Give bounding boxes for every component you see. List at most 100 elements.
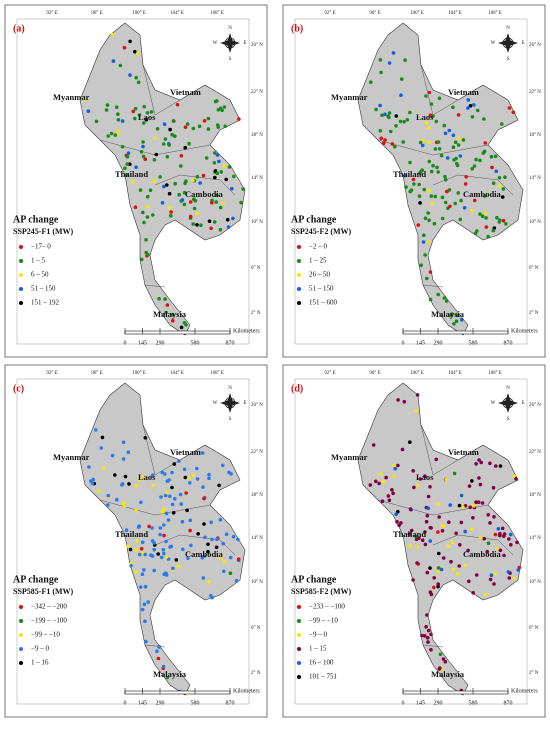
plant-point <box>394 114 399 118</box>
country-label: Cambodia <box>463 189 502 199</box>
plant-point <box>224 532 229 536</box>
plant-point <box>470 167 474 171</box>
legend-label: 1 – 16 <box>31 659 49 667</box>
panel-label: (b) <box>291 23 303 34</box>
longitude-label: 92° E <box>324 11 335 16</box>
plant-point <box>475 108 480 113</box>
plant-point <box>191 178 195 183</box>
compass-label: N <box>228 26 232 31</box>
plant-point <box>156 656 161 661</box>
plant-point <box>501 187 506 191</box>
plant-point <box>176 564 180 568</box>
plant-point <box>469 527 474 531</box>
border <box>432 534 514 556</box>
plant-point <box>222 105 227 109</box>
plant-point <box>396 463 400 468</box>
plant-point <box>226 225 231 229</box>
border <box>420 424 459 476</box>
plant-point <box>167 143 171 147</box>
compass-label: S <box>507 57 510 62</box>
plant-point <box>201 485 205 489</box>
plant-point <box>143 552 147 557</box>
plant-point <box>444 299 449 303</box>
plant-point <box>378 103 382 108</box>
legend-swatch <box>297 273 301 277</box>
latitude-label: 2° N <box>251 311 261 316</box>
plant-point <box>459 493 464 498</box>
plant-point <box>445 156 450 160</box>
longitude-label: 108° E <box>210 11 224 16</box>
plant-point <box>116 112 120 116</box>
plant-point <box>412 182 416 186</box>
plant-point <box>401 140 405 144</box>
plant-point <box>387 111 392 115</box>
plant-point <box>152 179 157 183</box>
plant-point <box>239 200 243 205</box>
compass-label: W <box>491 401 496 406</box>
scale-unit: Kilometers <box>233 688 260 694</box>
plant-point <box>428 539 432 543</box>
plant-point <box>164 511 169 516</box>
border <box>422 284 444 288</box>
compass-label: N <box>506 26 510 31</box>
plant-point <box>458 154 463 158</box>
plant-point <box>165 303 170 307</box>
plant-point <box>228 571 233 575</box>
plant-point <box>472 103 476 107</box>
plant-point <box>213 151 217 155</box>
plant-point <box>179 325 184 330</box>
plant-point <box>207 476 211 481</box>
latitude-label: 26° N <box>251 403 263 408</box>
longitude-label: 96° E <box>369 11 380 16</box>
country-label: Thailand <box>115 529 148 539</box>
compass-rose <box>220 33 240 53</box>
plant-point <box>413 534 418 539</box>
plant-point <box>215 171 220 176</box>
plant-point <box>417 536 421 540</box>
plant-point <box>424 94 428 98</box>
plant-point <box>463 529 467 534</box>
plant-point <box>433 194 438 199</box>
legend-label: −233 – −100 <box>309 603 345 611</box>
plant-point <box>454 531 458 536</box>
plant-point <box>442 123 446 128</box>
plant-point <box>383 138 387 142</box>
plant-point <box>203 535 207 540</box>
plant-point <box>142 121 146 125</box>
plant-point <box>459 198 463 203</box>
plant-point <box>221 201 225 206</box>
plant-point <box>507 537 511 541</box>
plant-point <box>418 201 422 205</box>
scale-label: 870 <box>504 340 513 346</box>
plant-point <box>143 584 148 589</box>
border <box>142 64 181 116</box>
plant-point <box>213 175 217 180</box>
compass-label: E <box>243 41 246 46</box>
plant-point <box>429 632 433 637</box>
plant-point <box>429 102 434 106</box>
plant-point <box>422 634 427 638</box>
plant-point <box>206 127 211 131</box>
border <box>154 174 236 196</box>
plant-point <box>497 218 502 222</box>
plant-point <box>429 194 434 198</box>
plant-point <box>442 296 447 300</box>
plant-point <box>124 528 129 532</box>
plant-point <box>498 183 502 188</box>
plant-point <box>136 51 140 56</box>
plant-point <box>440 529 445 533</box>
latitude-label: 18° N <box>529 493 541 498</box>
plant-point <box>121 457 126 461</box>
plant-point <box>427 188 431 193</box>
plant-point <box>219 170 223 174</box>
plant-point <box>426 628 431 633</box>
country-label: Cambodia <box>185 189 224 199</box>
plant-point <box>493 154 498 159</box>
latitude-label: 10° N <box>529 220 541 225</box>
legend-swatch <box>19 605 23 609</box>
plant-point <box>141 154 146 159</box>
plant-point <box>183 145 187 150</box>
plant-point <box>453 201 457 206</box>
plant-point <box>241 187 245 191</box>
